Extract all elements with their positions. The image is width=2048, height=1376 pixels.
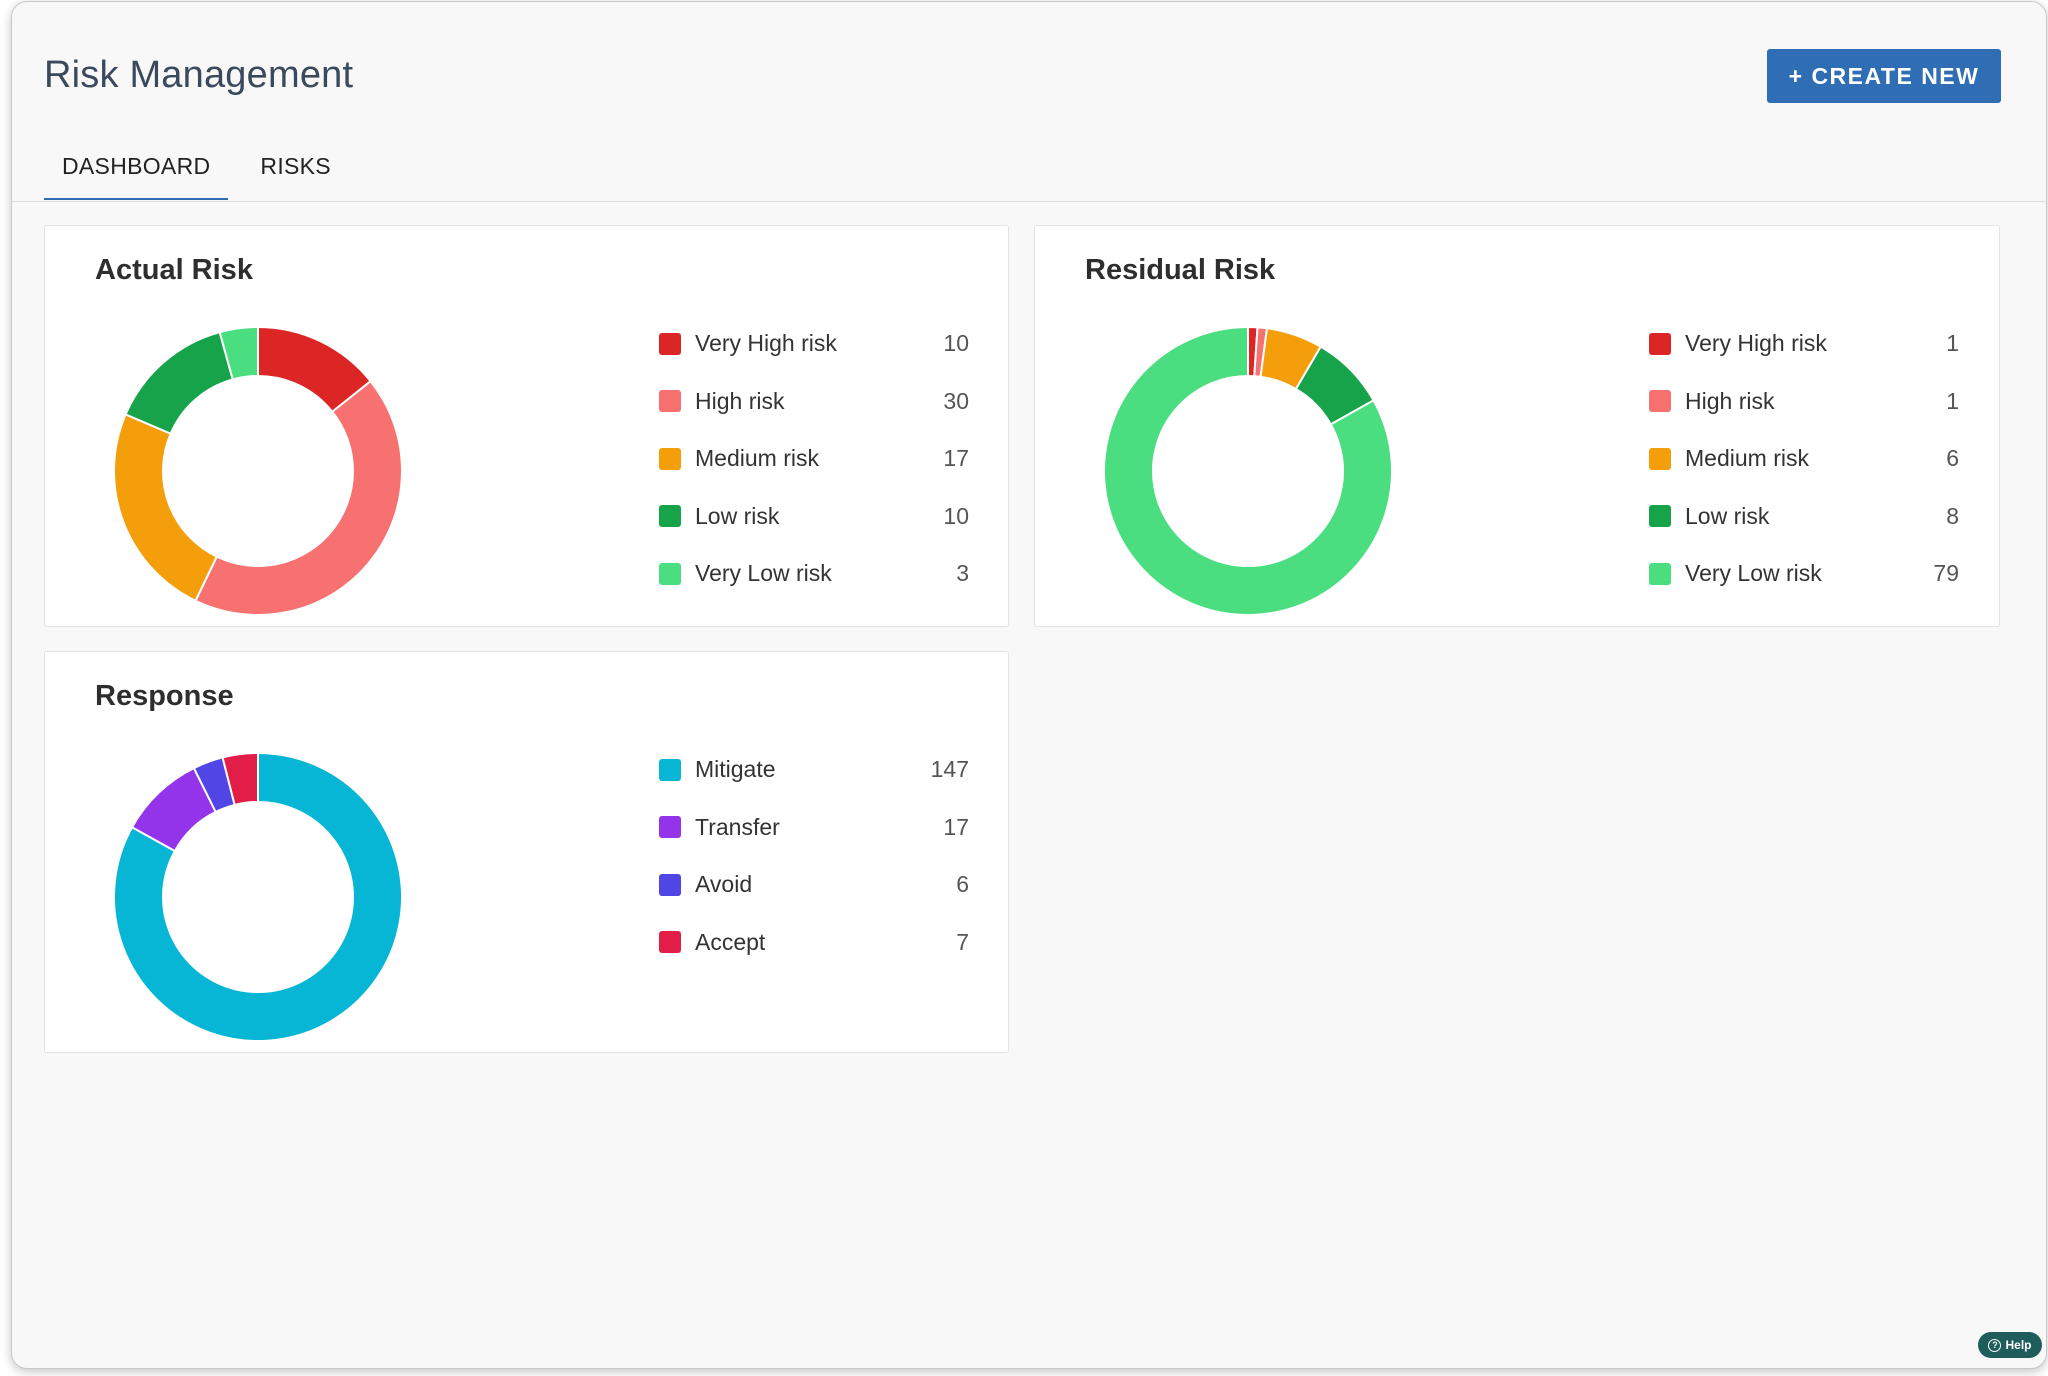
card-title: Actual Risk xyxy=(95,254,253,286)
legend-item-very-high-risk[interactable]: Very High risk 1 xyxy=(1649,315,1959,373)
create-new-button[interactable]: + CREATE NEW xyxy=(1767,49,2001,103)
donut-slice-low-risk[interactable] xyxy=(124,330,234,435)
page-title: Risk Management xyxy=(44,54,354,96)
legend-label: Very High risk xyxy=(695,330,837,357)
legend-value: 10 xyxy=(943,330,969,357)
legend-swatch xyxy=(659,332,681,355)
legend-value: 147 xyxy=(930,756,969,783)
legend-label: Low risk xyxy=(695,502,780,529)
legend-item-mitigate[interactable]: Mitigate 147 xyxy=(659,741,969,799)
legend-swatch xyxy=(1649,390,1671,413)
legend-value: 1 xyxy=(1946,330,1959,357)
legend-value: 8 xyxy=(1946,502,1959,529)
legend-item-high-risk[interactable]: High risk 30 xyxy=(659,373,969,431)
legend-value: 79 xyxy=(1933,560,1959,587)
donut-slice-mitigate[interactable] xyxy=(113,752,403,1042)
question-circle-icon: ? xyxy=(1988,1338,2002,1352)
tab-dashboard[interactable]: DASHBOARD xyxy=(44,142,229,200)
legend-swatch xyxy=(659,873,681,896)
legend-swatch xyxy=(659,562,681,585)
legend-value: 30 xyxy=(943,387,969,414)
legend-label: High risk xyxy=(695,387,785,414)
app-window: Risk Management + CREATE NEW DASHBOARD R… xyxy=(11,1,2047,1369)
legend-value: 6 xyxy=(956,871,969,898)
legend-swatch xyxy=(1649,332,1671,355)
residual-risk-legend: Very High risk 1 High risk 1 Medium risk 6 Low… xyxy=(1649,315,1959,603)
legend-value: 10 xyxy=(943,502,969,529)
legend-item-very-low-risk[interactable]: Very Low risk 79 xyxy=(1649,545,1959,603)
legend-item-avoid[interactable]: Avoid 6 xyxy=(659,856,969,914)
legend-value: 17 xyxy=(943,445,969,472)
legend-swatch xyxy=(1649,447,1671,470)
legend-label: Mitigate xyxy=(695,756,776,783)
legend-label: Avoid xyxy=(695,871,753,898)
donut-slice-very-low-risk[interactable] xyxy=(1103,326,1393,616)
legend-value: 7 xyxy=(956,928,969,955)
legend-item-high-risk[interactable]: High risk 1 xyxy=(1649,373,1959,431)
legend-item-medium-risk[interactable]: Medium risk 6 xyxy=(1649,430,1959,488)
legend-swatch xyxy=(659,390,681,413)
response-card: Response Mitigate 147 Transfer 17 Avoid 6 Acce… xyxy=(44,651,1009,1053)
response-legend: Mitigate 147 Transfer 17 Avoid 6 Accept 7 xyxy=(659,741,969,971)
legend-swatch xyxy=(1649,505,1671,528)
card-title: Residual Risk xyxy=(1085,254,1276,286)
help-label: Help xyxy=(2005,1338,2032,1352)
help-button[interactable]: ? Help xyxy=(1978,1332,2042,1358)
donut-slice-medium-risk[interactable] xyxy=(113,413,219,603)
legend-value: 6 xyxy=(1946,445,1959,472)
legend-swatch xyxy=(659,505,681,528)
legend-value: 1 xyxy=(1946,387,1959,414)
legend-value: 17 xyxy=(943,813,969,840)
tabs-divider xyxy=(12,201,2046,202)
legend-swatch xyxy=(1649,562,1671,585)
donut-slice-high-risk[interactable] xyxy=(194,379,403,616)
legend-label: Medium risk xyxy=(1685,445,1809,472)
donut-slice-very-low-risk[interactable] xyxy=(218,326,259,381)
legend-item-medium-risk[interactable]: Medium risk 17 xyxy=(659,430,969,488)
legend-label: High risk xyxy=(1685,387,1775,414)
legend-item-transfer[interactable]: Transfer 17 xyxy=(659,799,969,857)
legend-label: Very High risk xyxy=(1685,330,1827,357)
response-donut xyxy=(113,752,403,1042)
legend-item-low-risk[interactable]: Low risk 10 xyxy=(659,488,969,546)
legend-swatch xyxy=(659,447,681,470)
legend-item-very-low-risk[interactable]: Very Low risk 3 xyxy=(659,545,969,603)
legend-label: Low risk xyxy=(1685,502,1770,529)
tab-bar: DASHBOARD RISKS xyxy=(44,142,349,202)
legend-swatch xyxy=(659,816,681,839)
tab-risks[interactable]: RISKS xyxy=(260,153,331,179)
residual-risk-donut xyxy=(1103,326,1393,616)
actual-risk-legend: Very High risk 10 High risk 30 Medium risk 17… xyxy=(659,315,969,603)
legend-value: 3 xyxy=(956,560,969,587)
legend-item-accept[interactable]: Accept 7 xyxy=(659,914,969,972)
card-title: Response xyxy=(95,680,234,712)
legend-label: Very Low risk xyxy=(1685,560,1822,587)
legend-item-very-high-risk[interactable]: Very High risk 10 xyxy=(659,315,969,373)
donut-slice-accept[interactable] xyxy=(221,752,259,807)
legend-swatch xyxy=(659,931,681,954)
legend-item-low-risk[interactable]: Low risk 8 xyxy=(1649,488,1959,546)
legend-label: Transfer xyxy=(695,813,780,840)
actual-risk-donut xyxy=(113,326,403,616)
actual-risk-card: Actual Risk Very High risk 10 High risk 30 M… xyxy=(44,225,1009,627)
residual-risk-card: Residual Risk Very High risk 1 High risk 1 M… xyxy=(1034,225,2000,627)
legend-label: Accept xyxy=(695,928,766,955)
legend-label: Very Low risk xyxy=(695,560,832,587)
legend-swatch xyxy=(659,758,681,781)
legend-label: Medium risk xyxy=(695,445,819,472)
